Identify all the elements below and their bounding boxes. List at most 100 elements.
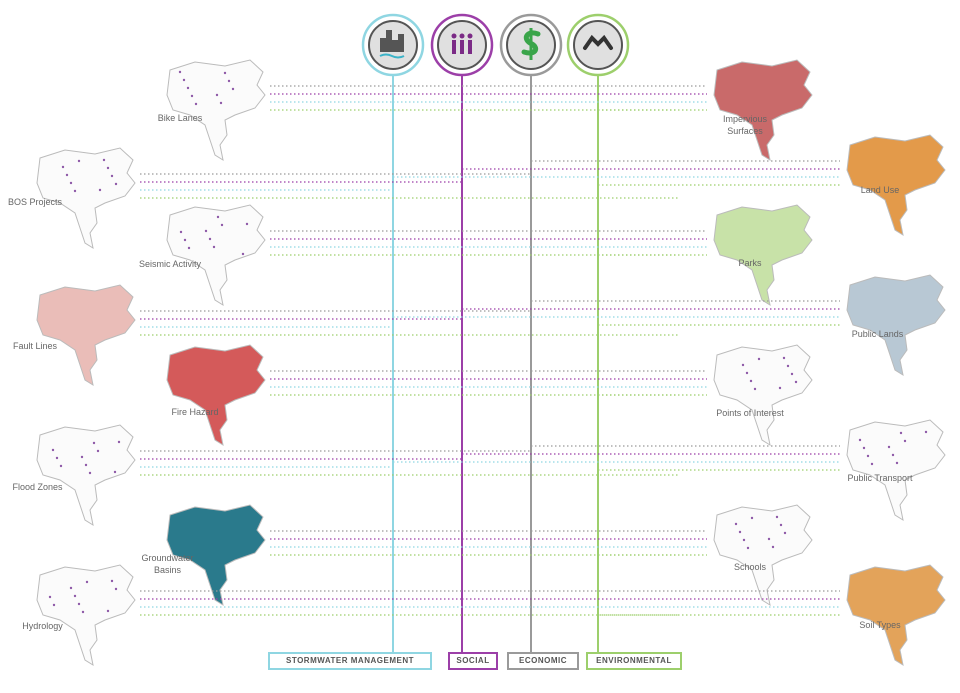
- map-dot: [117, 440, 121, 444]
- map-dot: [783, 531, 787, 535]
- map: [846, 419, 946, 522]
- map-dot: [858, 438, 862, 442]
- map-dot: [179, 230, 183, 234]
- map-dot: [779, 523, 783, 527]
- map-dot: [106, 166, 110, 170]
- map-outline: [166, 59, 266, 162]
- map-outline: [846, 419, 946, 522]
- map-dot: [870, 462, 874, 466]
- map-dot: [182, 78, 186, 82]
- map-outline: [713, 204, 813, 307]
- category-icon: [379, 53, 405, 59]
- map-dot: [183, 238, 187, 242]
- map-dot: [245, 222, 249, 226]
- map-dot: [745, 371, 749, 375]
- map-dot: [750, 516, 754, 520]
- category-label: ENVIRONMENTAL: [586, 652, 682, 670]
- map-dot: [208, 237, 212, 241]
- map: [166, 344, 266, 447]
- map-outline: [713, 344, 813, 447]
- map-outline: [36, 147, 136, 250]
- map-dot: [52, 603, 56, 607]
- map-dot: [749, 379, 753, 383]
- category-label: SOCIAL: [448, 652, 498, 670]
- map-dot: [895, 461, 899, 465]
- map-dot: [753, 387, 757, 391]
- map-dot: [65, 173, 69, 177]
- map: [713, 204, 813, 307]
- map-outline: [36, 424, 136, 527]
- map-dot: [61, 165, 65, 169]
- map: [713, 59, 813, 162]
- map-dot: [69, 586, 73, 590]
- map-label: BOS Projects: [7, 197, 63, 207]
- map-dot: [190, 94, 194, 98]
- map-dot: [113, 470, 117, 474]
- map-dot: [114, 587, 118, 591]
- map-dot: [771, 545, 775, 549]
- category-icon: [452, 40, 472, 54]
- map-outline: [846, 274, 946, 377]
- map-dot: [178, 70, 182, 74]
- map-dot: [746, 546, 750, 550]
- map-dot: [794, 380, 798, 384]
- map-dot: [786, 364, 790, 368]
- map-label: Flood Zones: [12, 482, 63, 492]
- map-outline: [166, 204, 266, 307]
- map-dot: [767, 537, 771, 541]
- map-label: Soil Types: [859, 620, 901, 630]
- map-dot: [903, 439, 907, 443]
- map-dot: [77, 602, 81, 606]
- map-dot: [186, 86, 190, 90]
- map-dot: [757, 357, 761, 361]
- category-icon: [583, 34, 613, 50]
- map-dot: [114, 182, 118, 186]
- map-dot: [738, 530, 742, 534]
- map-label: Fire Hazard: [171, 407, 219, 417]
- map: [846, 274, 946, 377]
- map-dot: [73, 189, 77, 193]
- map-dot: [241, 252, 245, 256]
- map-dot: [741, 363, 745, 367]
- map-dot: [215, 93, 219, 97]
- map-dot: [51, 448, 55, 452]
- map-dot: [85, 580, 89, 584]
- map: [166, 59, 266, 162]
- map-dot: [891, 453, 895, 457]
- map-label: Points of Interest: [716, 408, 784, 418]
- map-dot: [92, 441, 96, 445]
- category-icon: [451, 33, 457, 39]
- map-dot: [219, 101, 223, 105]
- map-label: Public Transport: [847, 473, 913, 483]
- map-dot: [73, 594, 77, 598]
- map-dot: [98, 188, 102, 192]
- category-label: STORMWATER MANAGEMENT: [268, 652, 432, 670]
- map-dot: [212, 245, 216, 249]
- map: [713, 504, 813, 607]
- map-dot: [106, 609, 110, 613]
- map-dot: [110, 579, 114, 583]
- map-outline: [36, 564, 136, 667]
- map-outline: [166, 504, 266, 607]
- map-dot: [899, 431, 903, 435]
- map-dot: [227, 79, 231, 83]
- map-dot: [55, 456, 59, 460]
- map-dot: [887, 445, 891, 449]
- map-dot: [866, 454, 870, 458]
- map-dot: [862, 446, 866, 450]
- map-label: Bike Lanes: [157, 113, 203, 123]
- map-label: Fault Lines: [12, 341, 58, 351]
- map: [846, 134, 946, 237]
- map-dot: [790, 372, 794, 376]
- map: [166, 204, 266, 307]
- category-icon: [467, 33, 473, 39]
- map: [36, 424, 136, 527]
- map-dot: [96, 449, 100, 453]
- map-dot: [81, 610, 85, 614]
- map-dot: [734, 522, 738, 526]
- map-label: Parks: [738, 258, 762, 268]
- map-dot: [59, 464, 63, 468]
- map-outline: [713, 504, 813, 607]
